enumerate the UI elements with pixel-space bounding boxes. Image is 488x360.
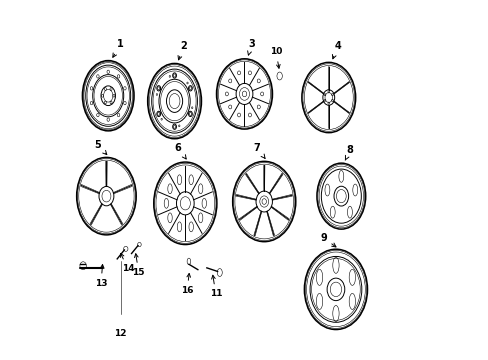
Text: 7: 7 [253,143,264,158]
Text: 10: 10 [269,47,282,68]
Text: 9: 9 [319,233,335,247]
Text: 16: 16 [181,274,193,295]
Text: 2: 2 [178,41,186,60]
Text: 1: 1 [113,39,124,57]
Text: 8: 8 [345,145,353,160]
Text: 13: 13 [95,265,107,288]
Text: 15: 15 [132,254,144,277]
Text: 12: 12 [114,329,127,338]
Text: 3: 3 [247,39,255,55]
Text: 11: 11 [209,275,222,298]
Text: 6: 6 [174,143,186,159]
Text: 14: 14 [121,253,134,273]
Text: 4: 4 [332,41,341,59]
Text: 5: 5 [94,140,106,154]
